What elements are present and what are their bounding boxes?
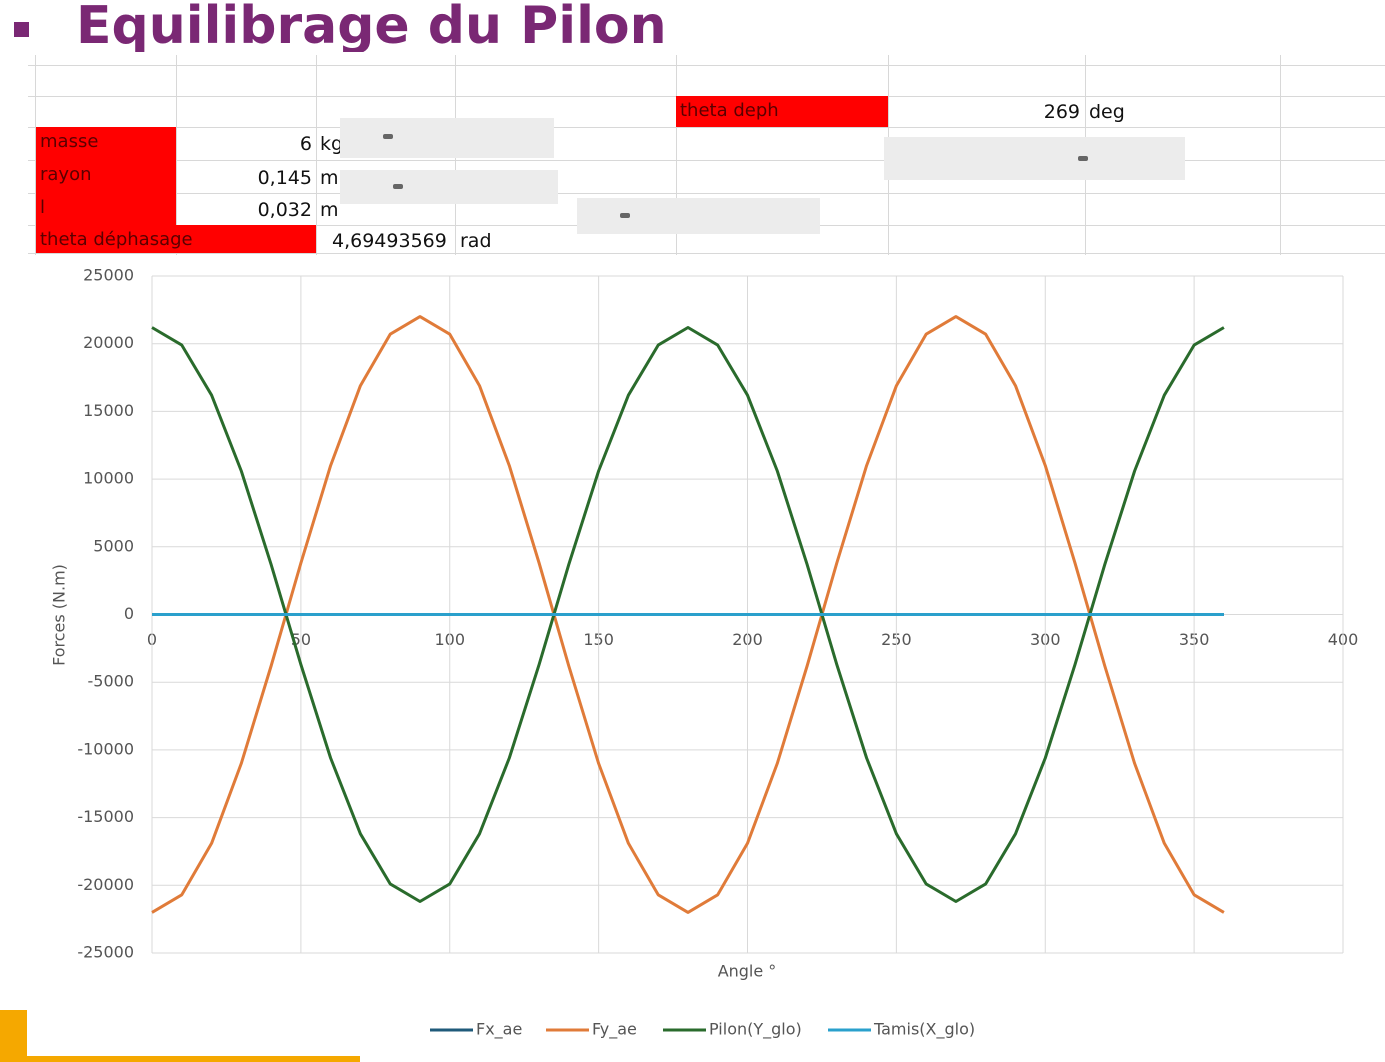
- cell-label: theta déphasage: [36, 225, 316, 253]
- cell-unit: kg: [320, 133, 344, 155]
- cell-label: theta deph: [676, 96, 888, 127]
- legend-label: Fx_ae: [476, 1020, 522, 1040]
- cell-unit: rad: [460, 230, 492, 252]
- legend-label: Tamis(X_glo): [873, 1020, 975, 1040]
- x-axis-title: Angle °: [718, 962, 777, 981]
- y-tick-label: -15000: [77, 807, 134, 826]
- redaction: [577, 198, 820, 234]
- y-tick-label: 5000: [93, 536, 134, 555]
- cell-value: 6: [299, 133, 312, 155]
- cell-unit: m: [320, 167, 339, 189]
- y-tick-label: 25000: [83, 266, 134, 285]
- slide-title: Equilibrage du Pilon: [76, 0, 667, 52]
- y-tick-label: 20000: [83, 333, 134, 352]
- cell-label: l: [36, 193, 176, 225]
- cell-label: masse: [36, 127, 176, 160]
- y-tick-label: -20000: [77, 875, 134, 894]
- y-tick-label: -25000: [77, 943, 134, 962]
- redaction: [884, 137, 1185, 180]
- cell-value: 4,69493569: [332, 230, 447, 252]
- y-tick-label: 15000: [83, 401, 134, 420]
- cell-value: 0,032: [257, 199, 312, 221]
- bullet: [14, 22, 29, 37]
- cell-unit: m: [320, 199, 339, 221]
- redaction: [340, 118, 554, 158]
- series-line: [151, 326, 1225, 903]
- series-line: [151, 315, 1225, 914]
- y-axis-title: Forces (N.m): [50, 564, 69, 666]
- y-tick-label: 10000: [83, 469, 134, 488]
- cell-value: 0,145: [257, 167, 312, 189]
- decoration: [0, 1010, 27, 1062]
- legend-label: Pilon(Y_glo): [709, 1020, 802, 1040]
- redaction: [340, 170, 558, 204]
- decoration: [0, 1056, 360, 1062]
- cell-value: 269: [1043, 101, 1080, 123]
- y-tick-label: -5000: [88, 672, 135, 691]
- cell-unit: deg: [1089, 101, 1125, 123]
- cell-label: rayon: [36, 160, 176, 193]
- legend-label: Fy_ae: [592, 1020, 637, 1040]
- y-tick-label: 0: [124, 604, 134, 623]
- y-tick-label: -10000: [77, 739, 134, 758]
